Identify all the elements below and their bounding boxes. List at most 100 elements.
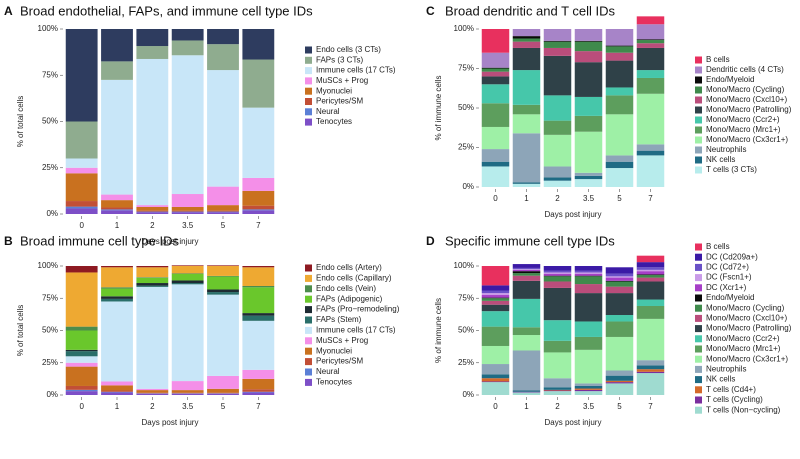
bar-segment [512, 133, 541, 183]
bar-segment [242, 29, 275, 60]
bar-segment [481, 378, 510, 382]
legend-label: Endo cells (Vein) [316, 284, 376, 293]
bar-segment [65, 362, 98, 367]
bar-segment [136, 266, 169, 268]
bar-segment [171, 40, 204, 56]
x-tick-label: 1 [524, 194, 529, 203]
legend-swatch [305, 358, 312, 366]
bar-segment [101, 287, 133, 289]
legend-label: FAPs (Pro−remodeling) [316, 305, 400, 314]
bar-segment [136, 277, 169, 278]
bar-segment [543, 47, 572, 56]
legend-swatch [695, 314, 702, 322]
bar-segment [605, 286, 634, 294]
legend-label: Mono/Macro (Cycling) [706, 303, 785, 312]
panel-letter: C [426, 4, 435, 18]
bar-segment [543, 270, 572, 273]
bar-segment [136, 286, 169, 389]
bar-segment [605, 370, 634, 376]
legend-label: MuSCs + Prog [316, 336, 368, 345]
legend-swatch [305, 316, 312, 324]
panel-title: Specific immune cell type IDs [445, 233, 615, 248]
bar-segment [481, 84, 510, 104]
x-tick-label: 3.5 [583, 402, 595, 411]
bar-segment [171, 55, 204, 195]
bar-segment [481, 68, 510, 72]
bar-segment [136, 390, 169, 393]
legend-swatch [695, 146, 702, 154]
x-tick-label: 0 [493, 402, 498, 411]
bar-segment [605, 321, 634, 337]
bar-segment [242, 287, 275, 314]
bar-segment [136, 205, 169, 207]
legend-swatch [695, 156, 702, 164]
bar-segment [242, 107, 275, 178]
panel-letter: A [4, 4, 13, 18]
bar-segment [101, 288, 133, 297]
y-tick-label: 25% [458, 358, 474, 367]
bar-segment [543, 320, 572, 341]
legend-label: Endo/Myeloid [706, 293, 754, 302]
bar-segment [171, 212, 204, 214]
legend-label: FAPs (3 CTs) [316, 55, 363, 64]
bar-segment [101, 194, 133, 201]
bar-segment [171, 393, 204, 395]
bar-segment [636, 144, 665, 151]
bar-segment [512, 264, 541, 268]
bar-segment [636, 299, 665, 306]
legend-label: T cells (Cd4+) [706, 385, 756, 394]
legend-label: Neutrophils [706, 365, 746, 374]
legend-swatch [695, 253, 702, 261]
panel-title: Broad endothelial, FAPs, and immune cell… [20, 3, 313, 18]
bar-segment [512, 271, 541, 274]
bar-segment [605, 60, 634, 88]
legend-label: Immune cells (17 CTs) [316, 66, 396, 75]
bar-segment [574, 273, 603, 276]
bar-segment [512, 47, 541, 71]
bar-segment [481, 126, 510, 150]
legend-label: Neural [316, 107, 340, 116]
legend-swatch [305, 368, 312, 376]
bar-segment [574, 41, 603, 52]
y-axis-label: % of immune cells [434, 298, 443, 363]
legend-label: Tenocytes [316, 117, 352, 126]
bar-segment [512, 391, 541, 393]
bar-segment [605, 267, 634, 274]
bar-segment [543, 352, 572, 379]
bar-segment [574, 115, 603, 132]
bar-segment [171, 194, 204, 207]
bar-segment [242, 389, 275, 392]
x-tick-label: 3.5 [182, 221, 194, 230]
bar-segment [574, 270, 603, 273]
bar-segment [171, 273, 204, 274]
bar-segment [65, 349, 98, 352]
bar-segment [481, 304, 510, 312]
legend-swatch [695, 325, 702, 333]
bar-segment [207, 265, 239, 266]
bar-segment [481, 71, 510, 77]
legend-swatch [695, 304, 702, 312]
bar-segment [543, 287, 572, 321]
bar-segment [171, 390, 204, 393]
bar-segment [481, 345, 510, 365]
bar-segment [574, 29, 603, 41]
bar-segment [543, 266, 572, 271]
bar-segment [101, 207, 133, 210]
bar-segment [574, 275, 603, 277]
bar-segment [543, 120, 572, 135]
bar-segment [207, 44, 239, 71]
legend-swatch [305, 67, 312, 75]
bar-segment [136, 46, 169, 59]
bar-segment [543, 166, 572, 178]
bar-segment [481, 29, 510, 53]
x-tick-label: 1 [115, 402, 120, 411]
bar-segment [543, 95, 572, 121]
y-tick-label: 75% [458, 64, 474, 73]
bar-segment [636, 150, 665, 156]
bar-segment [574, 272, 603, 274]
legend-swatch [695, 274, 702, 282]
legend-label: Mono/Macro (Patrolling) [706, 105, 792, 114]
legend-swatch [695, 355, 702, 363]
bar-segment [171, 273, 204, 281]
legend-label: Mono/Macro (Cx3cr1+) [706, 354, 788, 363]
